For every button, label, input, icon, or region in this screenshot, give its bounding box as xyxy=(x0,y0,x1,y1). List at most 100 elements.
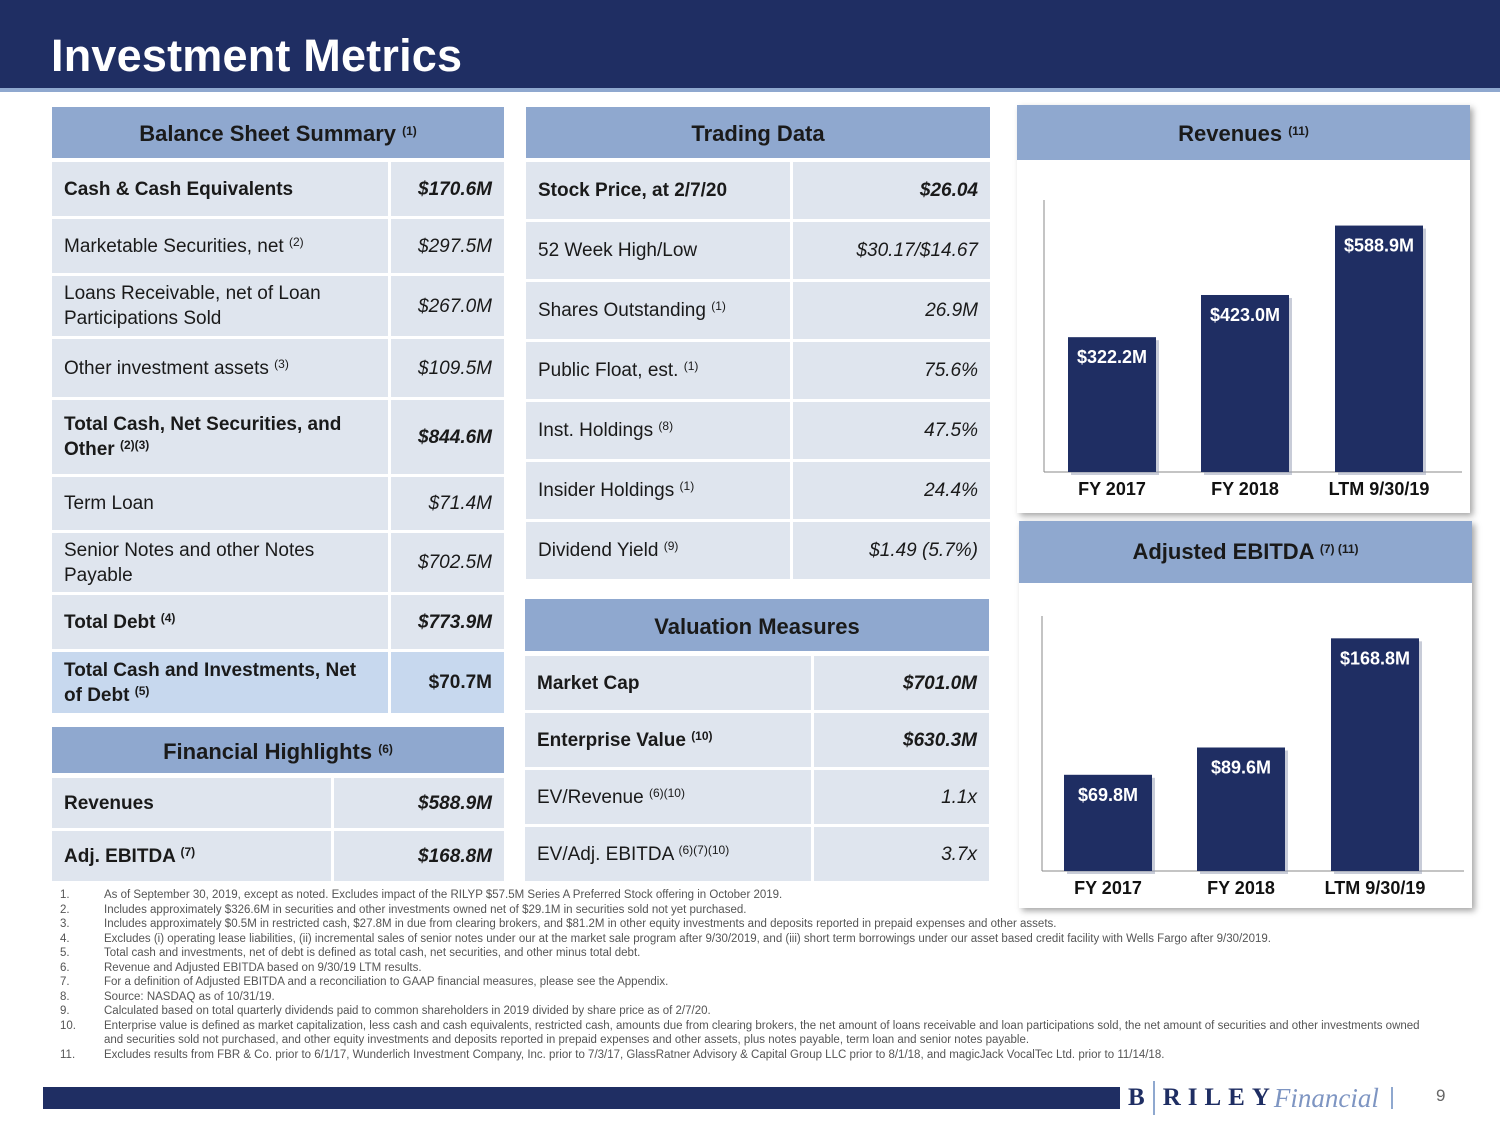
row-value: $267.0M xyxy=(388,276,504,336)
category-label: FY 2017 xyxy=(1074,878,1142,898)
row-label: Term Loan xyxy=(52,477,388,530)
revenues-chart-panel: Revenues (11) $322.2M FY 2017 $423.0M FY 20… xyxy=(1017,105,1470,513)
footnote: 7. For a definition of Adjusted EBITDA an… xyxy=(60,976,669,988)
row-label: Cash & Cash Equivalents xyxy=(52,162,388,216)
page-title: Investment Metrics xyxy=(51,30,463,81)
data-label: $168.8M xyxy=(1340,648,1410,668)
table-row: Term Loan $71.4M xyxy=(52,477,504,530)
logo-divider xyxy=(1152,1081,1155,1115)
logo-b: B xyxy=(1128,1084,1145,1111)
bar xyxy=(1201,294,1289,472)
data-label: $322.2M xyxy=(1077,347,1147,367)
footnote: 4. Excludes (i) operating lease liabiliti… xyxy=(60,932,1271,945)
row-value: $70.7M xyxy=(388,652,504,713)
row-value: 24.4% xyxy=(790,462,990,519)
row-value: $1.49 (5.7%) xyxy=(790,522,990,579)
footnote: 9. Calculated based on total quarterly di… xyxy=(60,1005,711,1017)
row-value: $109.5M xyxy=(388,339,504,397)
ebitda-chart-title: Adjusted EBITDA (7) (11) xyxy=(1019,521,1472,583)
table-row: Adj. EBITDA (7) $168.8M xyxy=(52,831,504,881)
table-row: Insider Holdings (1) 24.4% xyxy=(526,462,990,519)
table-row: Other investment assets (3) $109.5M xyxy=(52,339,504,397)
financial-highlights-header: Financial Highlights (6) xyxy=(52,727,504,773)
row-value: $701.0M xyxy=(811,656,989,710)
bar xyxy=(1197,747,1285,871)
data-label: $423.0M xyxy=(1210,305,1280,325)
row-value: 26.9M xyxy=(790,282,990,339)
ebitda-chart-panel: Adjusted EBITDA (7) (11) $69.8M FY 2017 $8… xyxy=(1019,521,1472,908)
logo-riley: RILEY xyxy=(1162,1084,1277,1111)
row-label: 52 Week High/Low xyxy=(526,222,790,279)
row-label: Total Cash, Net Securities, and Other (2… xyxy=(52,400,388,474)
row-value: $588.9M xyxy=(331,778,504,828)
category-label: LTM 9/30/19 xyxy=(1329,479,1430,499)
table-row: Inst. Holdings (8) 47.5% xyxy=(526,402,990,459)
footnote: 11. Excludes results from FBR & Co. prior… xyxy=(60,1048,1165,1061)
row-value: 3.7x xyxy=(811,827,989,881)
table-row: Cash & Cash Equivalents $170.6M xyxy=(52,162,504,216)
table-row: Market Cap $701.0M xyxy=(525,656,989,710)
row-label: Senior Notes and other Notes Payable xyxy=(52,533,388,592)
footnote: 2. Includes approximately $326.6M in secu… xyxy=(60,903,747,916)
table-row: Revenues $588.9M xyxy=(52,778,504,828)
brand-logo: B RILEY Financial xyxy=(1128,1078,1405,1118)
bar xyxy=(1331,638,1419,871)
row-value: 47.5% xyxy=(790,402,990,459)
table-row: Dividend Yield (9) $1.49 (5.7%) xyxy=(526,522,990,579)
valuation-measures-header: Valuation Measures xyxy=(525,599,989,651)
revenues-chart: $322.2M FY 2017 $423.0M FY 2018 $588.9M LTM 9… xyxy=(1043,200,1462,499)
financial-highlights-table: Revenues $588.9M Adj. EBITDA (7) $168.8M xyxy=(52,775,504,884)
bar xyxy=(1064,774,1152,871)
table-row: Loans Receivable, net of Loan Participat… xyxy=(52,276,504,336)
balance-sheet-header: Balance Sheet Summary (1) xyxy=(52,107,504,158)
bar xyxy=(1335,225,1423,472)
row-value: $297.5M xyxy=(388,219,504,273)
footnote: 3. Includes approximately $0.5M in restri… xyxy=(60,918,1057,930)
table-row: Total Cash, Net Securities, and Other (2… xyxy=(52,400,504,474)
table-row: Public Float, est. (1) 75.6% xyxy=(526,342,990,399)
row-label: Insider Holdings (1) xyxy=(526,462,790,519)
table-row: Total Cash and Investments, Net of Debt … xyxy=(52,652,504,713)
row-label: Total Debt (4) xyxy=(52,595,388,649)
table-row: Stock Price, at 2/7/20 $26.04 xyxy=(526,162,990,219)
category-label: FY 2018 xyxy=(1207,878,1275,898)
row-value: $702.5M xyxy=(388,533,504,592)
logo-financial: Financial xyxy=(1273,1082,1379,1113)
row-label: Adj. EBITDA (7) xyxy=(52,831,331,881)
trading-data-table: Stock Price, at 2/7/20 $26.04 52 Week Hi… xyxy=(526,159,990,582)
row-label: Public Float, est. (1) xyxy=(526,342,790,399)
row-label: Dividend Yield (9) xyxy=(526,522,790,579)
row-label: Enterprise Value (10) xyxy=(525,713,811,767)
category-label: FY 2017 xyxy=(1078,479,1146,499)
table-row: EV/Revenue (6)(10) 1.1x xyxy=(525,770,989,824)
bar xyxy=(1068,337,1156,472)
row-label: Stock Price, at 2/7/20 xyxy=(526,162,790,219)
row-label: Loans Receivable, net of Loan Participat… xyxy=(52,276,388,336)
trading-data-header: Trading Data xyxy=(526,107,990,158)
row-value: $71.4M xyxy=(388,477,504,530)
row-value: 1.1x xyxy=(811,770,989,824)
row-value: $170.6M xyxy=(388,162,504,216)
category-label: FY 2018 xyxy=(1211,479,1279,499)
row-label: Marketable Securities, net (2) xyxy=(52,219,388,273)
footnote: 1. As of September 30, 2019, except as no… xyxy=(60,889,783,901)
revenues-chart-title: Revenues (11) xyxy=(1017,105,1470,160)
row-value: 75.6% xyxy=(790,342,990,399)
footnotes: 1. As of September 30, 2019, except as no… xyxy=(60,888,1440,1062)
row-label: Inst. Holdings (8) xyxy=(526,402,790,459)
valuation-measures-table: Market Cap $701.0M Enterprise Value (10)… xyxy=(525,653,989,884)
row-value: $168.8M xyxy=(331,831,504,881)
logo-divider xyxy=(1390,1087,1393,1109)
page-number: 9 xyxy=(1436,1086,1446,1105)
row-label: Other investment assets (3) xyxy=(52,339,388,397)
row-label: Total Cash and Investments, Net of Debt … xyxy=(52,652,388,713)
table-row: Marketable Securities, net (2) $297.5M xyxy=(52,219,504,273)
row-label: Revenues xyxy=(52,778,331,828)
footer-bar xyxy=(43,1087,1120,1109)
row-label: Shares Outstanding (1) xyxy=(526,282,790,339)
table-row: Total Debt (4) $773.9M xyxy=(52,595,504,649)
data-label: $89.6M xyxy=(1211,757,1271,777)
row-label: EV/Revenue (6)(10) xyxy=(525,770,811,824)
row-value: $30.17/$14.67 xyxy=(790,222,990,279)
row-label: EV/Adj. EBITDA (6)(7)(10) xyxy=(525,827,811,881)
